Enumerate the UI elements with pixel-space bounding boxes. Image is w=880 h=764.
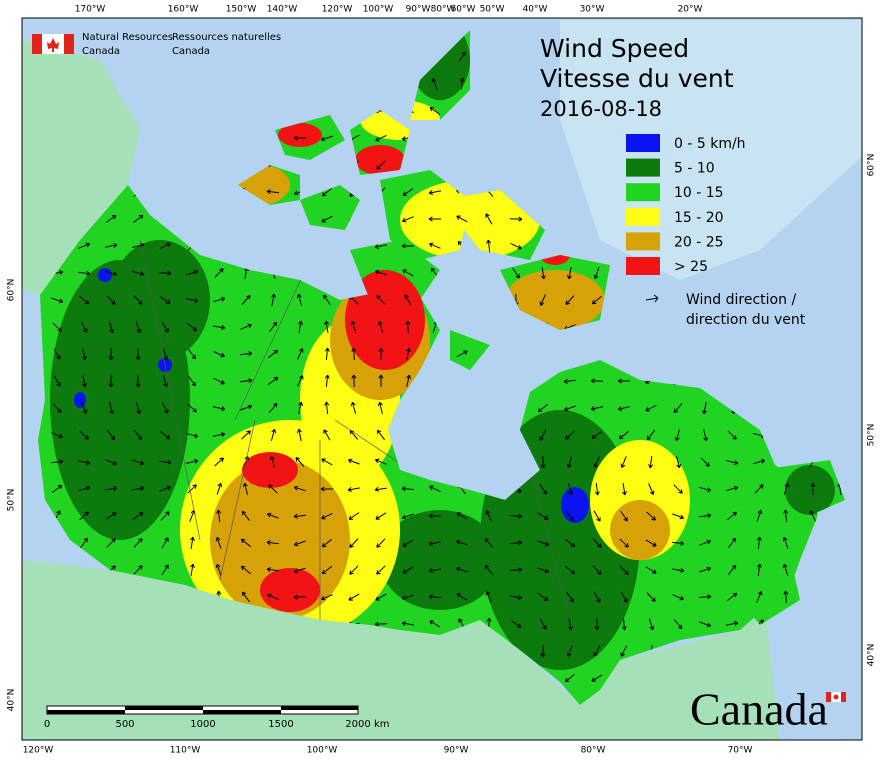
- legend-swatch: [626, 183, 660, 202]
- canada-wordmark: Canada: [690, 684, 828, 735]
- longitude-label: 90°W: [444, 746, 469, 756]
- wordmark-flag: [826, 692, 846, 702]
- wind-zone: [380, 510, 500, 610]
- wind-zone: [505, 270, 605, 330]
- longitude-label: 70°W: [728, 746, 753, 756]
- latitude-label: 40°N: [867, 644, 877, 667]
- scale-label: 0: [44, 719, 50, 730]
- legend-label: 5 - 10: [674, 161, 715, 177]
- wind-zone: [355, 145, 405, 175]
- legend-swatch: [626, 232, 660, 251]
- legend-label: 10 - 15: [674, 185, 724, 201]
- longitude-label: 90°W: [406, 5, 431, 15]
- longitude-label: 160°W: [168, 5, 199, 15]
- longitude-label: 120°W: [322, 5, 353, 15]
- latitude-label: 40°N: [7, 689, 17, 712]
- wind-zone: [74, 392, 86, 408]
- scale-label: 500: [115, 719, 134, 730]
- scale-label: 1000: [190, 719, 215, 730]
- longitude-label: 100°W: [363, 5, 394, 15]
- wind-zone: [110, 240, 210, 360]
- legend-swatch: [626, 207, 660, 226]
- legend-swatch: [626, 158, 660, 177]
- longitude-label: 170°W: [75, 5, 106, 15]
- scale-label: 2000: [345, 719, 370, 730]
- longitude-label: 30°W: [580, 5, 605, 15]
- wind-zone: [610, 500, 670, 560]
- province-borders: [139, 239, 571, 621]
- wind-zone: [561, 487, 589, 523]
- title-en: Wind Speed: [540, 34, 689, 63]
- longitude-label: 80°W: [581, 746, 606, 756]
- legend-arrow-label: Wind direction /: [686, 292, 796, 308]
- latitude-label: 50°N: [7, 489, 17, 512]
- agency-en: Natural Resources: [82, 32, 173, 43]
- longitude-label: 60°W: [451, 5, 476, 15]
- latitude-label: 60°N: [867, 154, 877, 177]
- longitude-label: 20°W: [678, 5, 703, 15]
- scale-unit: km: [374, 719, 390, 730]
- legend-label: 15 - 20: [674, 210, 724, 226]
- legend-label: > 25: [674, 259, 708, 275]
- date: 2016-08-18: [540, 97, 662, 121]
- agency-en: Canada: [82, 46, 120, 57]
- legend-arrow: [645, 294, 659, 303]
- wind-zone: [278, 123, 322, 147]
- wind-zone: [260, 568, 320, 612]
- scale-label: 1500: [268, 719, 293, 730]
- wind-zone: [242, 452, 298, 488]
- legend-swatch: [626, 257, 660, 275]
- longitude-label: 40°W: [523, 5, 548, 15]
- wind-zone: [785, 465, 835, 515]
- agency-fr: Ressources naturelles: [172, 32, 281, 43]
- longitude-label: 150°W: [226, 5, 257, 15]
- legend-swatch: [626, 134, 660, 152]
- longitude-label: 100°W: [307, 746, 338, 756]
- nrcan-flag: [32, 34, 74, 54]
- legend: 0 - 5 km/h 5 - 10 10 - 15 15 - 20 20 - 25 > 2…: [626, 134, 806, 328]
- wind-zone: [400, 180, 540, 260]
- legend-arrow-label: direction du vent: [686, 312, 806, 328]
- wind-zone: [98, 268, 112, 282]
- longitude-label: 80°W: [431, 5, 456, 15]
- map-frame: [21, 17, 863, 741]
- longitude-label: 140°W: [267, 5, 298, 15]
- latitude-label: 50°N: [867, 424, 877, 447]
- longitude-label: 50°W: [480, 5, 505, 15]
- longitude-label: 110°W: [170, 746, 201, 756]
- title-fr: Vitesse du vent: [540, 64, 734, 93]
- legend-label: 0 - 5 km/h: [674, 136, 746, 152]
- scale-bar: 0 500 1000 1500 2000 km: [44, 705, 390, 730]
- agency-fr: Canada: [172, 46, 210, 57]
- longitude-label: 120°W: [23, 746, 54, 756]
- latitude-label: 60°N: [7, 279, 17, 302]
- legend-label: 20 - 25: [674, 234, 724, 250]
